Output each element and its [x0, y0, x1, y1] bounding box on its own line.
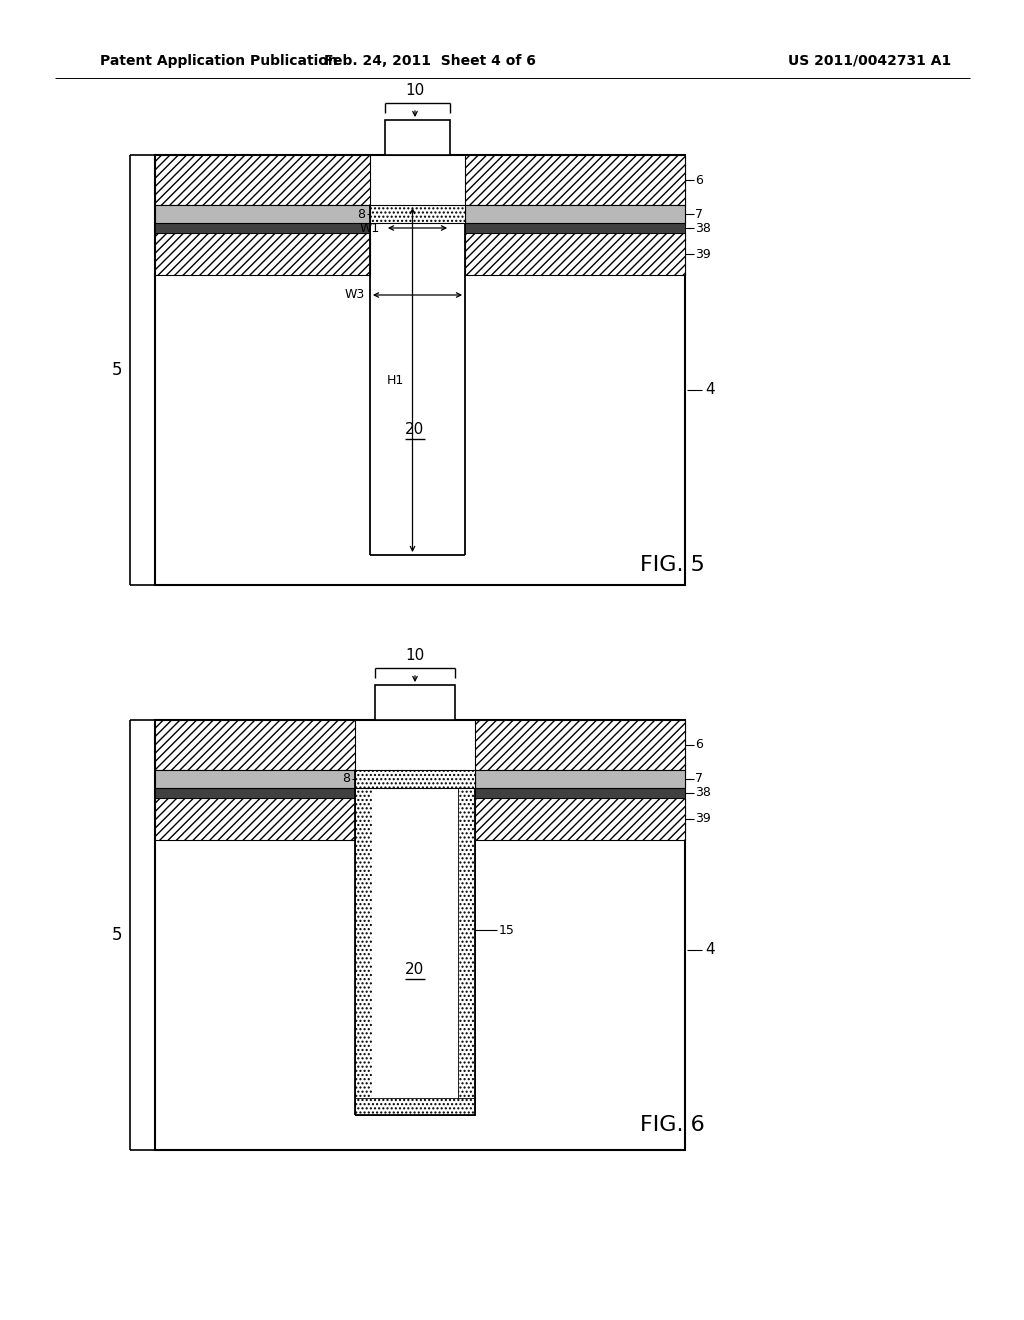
Text: 20: 20 [406, 422, 425, 437]
Text: 20: 20 [406, 962, 425, 978]
Bar [475, 788, 685, 799]
Bar [465, 205, 685, 223]
Text: US 2011/0042731 A1: US 2011/0042731 A1 [788, 54, 951, 69]
Bar [155, 234, 370, 275]
Text: 38: 38 [695, 222, 711, 235]
Text: 10: 10 [406, 648, 425, 663]
Bar [355, 1098, 475, 1115]
Bar [465, 154, 685, 205]
Text: 4: 4 [705, 383, 715, 397]
Text: 15: 15 [499, 924, 515, 936]
Text: Feb. 24, 2011  Sheet 4 of 6: Feb. 24, 2011 Sheet 4 of 6 [324, 54, 536, 69]
Bar [465, 234, 685, 275]
Text: 8: 8 [357, 207, 365, 220]
Text: FIG. 5: FIG. 5 [640, 554, 705, 576]
Bar [155, 154, 370, 205]
Bar [155, 223, 370, 234]
Bar [458, 770, 475, 1115]
Bar [155, 799, 355, 840]
Bar [370, 205, 465, 554]
Bar [475, 719, 685, 770]
Text: 5: 5 [112, 360, 122, 379]
Bar [155, 770, 355, 788]
Bar [372, 770, 458, 1098]
Bar [355, 770, 475, 788]
Bar [375, 685, 455, 719]
Bar [370, 205, 465, 223]
Bar [475, 799, 685, 840]
Text: 39: 39 [695, 248, 711, 260]
Bar [155, 788, 355, 799]
Bar [465, 223, 685, 234]
Bar [155, 719, 685, 1150]
Text: H1: H1 [387, 374, 404, 387]
Text: 7: 7 [695, 207, 703, 220]
Text: 6: 6 [695, 738, 702, 751]
Bar [475, 770, 685, 788]
Text: Patent Application Publication: Patent Application Publication [100, 54, 338, 69]
Text: 10: 10 [406, 83, 425, 98]
Text: 7: 7 [695, 772, 703, 785]
Bar [385, 120, 450, 154]
Text: W3: W3 [345, 289, 365, 301]
Text: 8: 8 [342, 772, 350, 785]
Bar [355, 770, 475, 1115]
Bar [155, 205, 370, 223]
Text: FIG. 6: FIG. 6 [640, 1115, 705, 1135]
Text: 4: 4 [705, 942, 715, 957]
Bar [155, 719, 355, 770]
Text: 5: 5 [112, 927, 122, 944]
Text: 39: 39 [695, 813, 711, 825]
Bar [155, 154, 685, 585]
Bar [355, 770, 372, 1115]
Text: 38: 38 [695, 787, 711, 800]
Text: W1: W1 [359, 222, 380, 235]
Text: 6: 6 [695, 173, 702, 186]
